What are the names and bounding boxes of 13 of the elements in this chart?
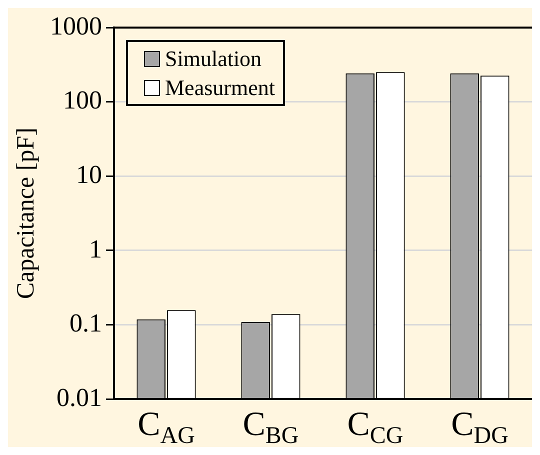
x-tick-label: C$_{DG}$ [450,405,510,451]
x-tick-label: C$_{CG}$ [346,405,404,451]
x-tick-label: C$_{BG}$ [242,405,300,451]
y-axis-title: Capacitance [pF] [12,128,40,300]
y-tick-label: 1000 [50,11,102,40]
y-tick-label: 0.1 [70,308,102,338]
legend-label: Measurment [165,74,275,102]
y-tick-label: 100 [63,86,102,115]
x-tick-label: C$_{AG}$ [136,405,196,451]
legend-label: Simulation [165,45,262,73]
y-tick-label: 1 [89,234,102,264]
y-tick-label: 10 [76,160,102,189]
y-tick-label: 0.01 [56,382,102,412]
